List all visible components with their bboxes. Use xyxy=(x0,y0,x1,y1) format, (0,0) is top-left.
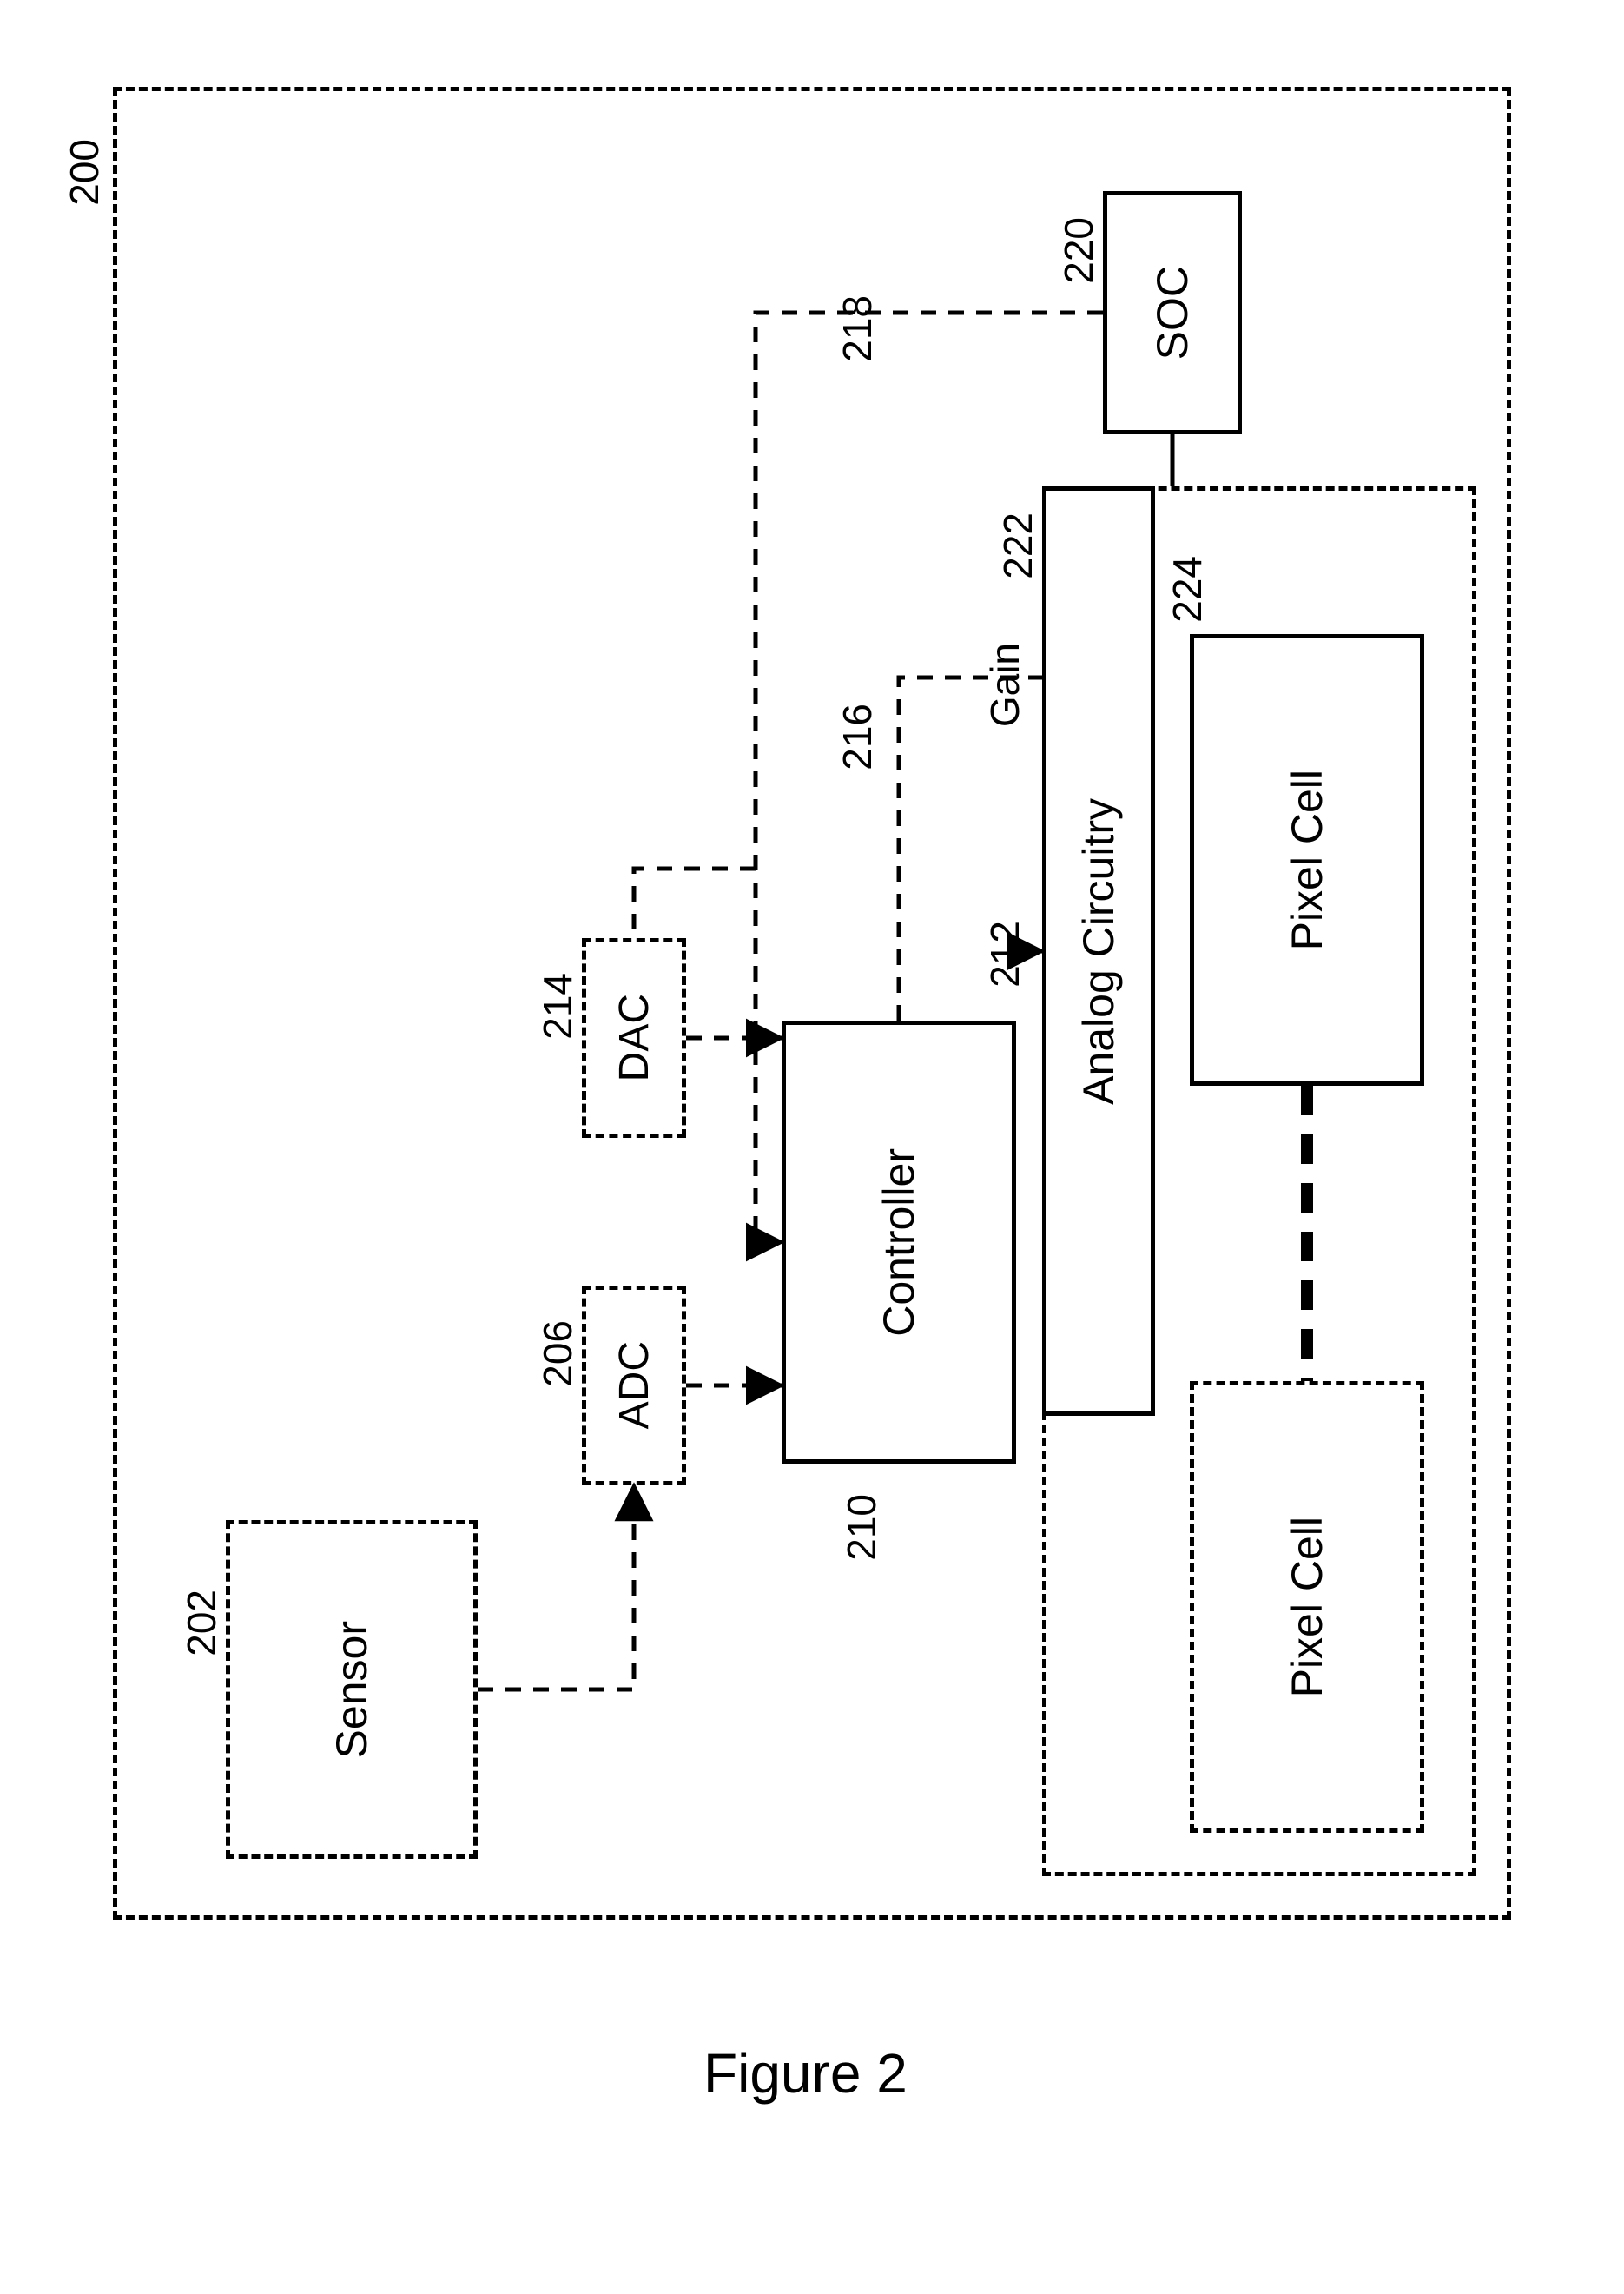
analog-label: Analog Circuitry xyxy=(1073,798,1124,1105)
pixel2-label: Pixel Cell xyxy=(1282,1517,1332,1697)
dac-block: DAC xyxy=(582,938,686,1138)
ref-200: 200 xyxy=(61,139,108,206)
ref-220: 220 xyxy=(1055,217,1102,284)
soc-label: SOC xyxy=(1147,266,1198,360)
ref-224: 224 xyxy=(1164,556,1211,623)
analog-block: Analog Circuitry xyxy=(1042,486,1155,1416)
ref-222: 222 xyxy=(994,512,1041,579)
ref-210: 210 xyxy=(838,1494,885,1561)
pixel1-label: Pixel Cell xyxy=(1282,770,1332,950)
dac-label: DAC xyxy=(611,994,658,1081)
pixel-cell-1: Pixel Cell xyxy=(1190,634,1424,1086)
sensor-label: Sensor xyxy=(327,1621,377,1758)
adc-label: ADC xyxy=(611,1341,658,1429)
diagram-stage: 200 SOC 220 Analog Circuitry 222 Pixel C… xyxy=(0,0,1624,2294)
controller-block: Controller xyxy=(782,1021,1016,1464)
sensor-block: Sensor xyxy=(226,1520,478,1859)
ref-212: 212 xyxy=(981,921,1028,988)
soc-block: SOC xyxy=(1103,191,1242,434)
controller-label: Controller xyxy=(874,1148,924,1337)
pixel-cell-2: Pixel Cell xyxy=(1190,1381,1424,1833)
gain-label: Gain xyxy=(981,643,1028,727)
ref-202: 202 xyxy=(178,1590,225,1656)
adc-block: ADC xyxy=(582,1286,686,1485)
ref-206: 206 xyxy=(534,1320,581,1387)
ref-214: 214 xyxy=(534,973,581,1040)
ref-218: 218 xyxy=(834,295,881,362)
ref-216: 216 xyxy=(834,704,881,770)
figure-caption: Figure 2 xyxy=(703,2041,908,2106)
